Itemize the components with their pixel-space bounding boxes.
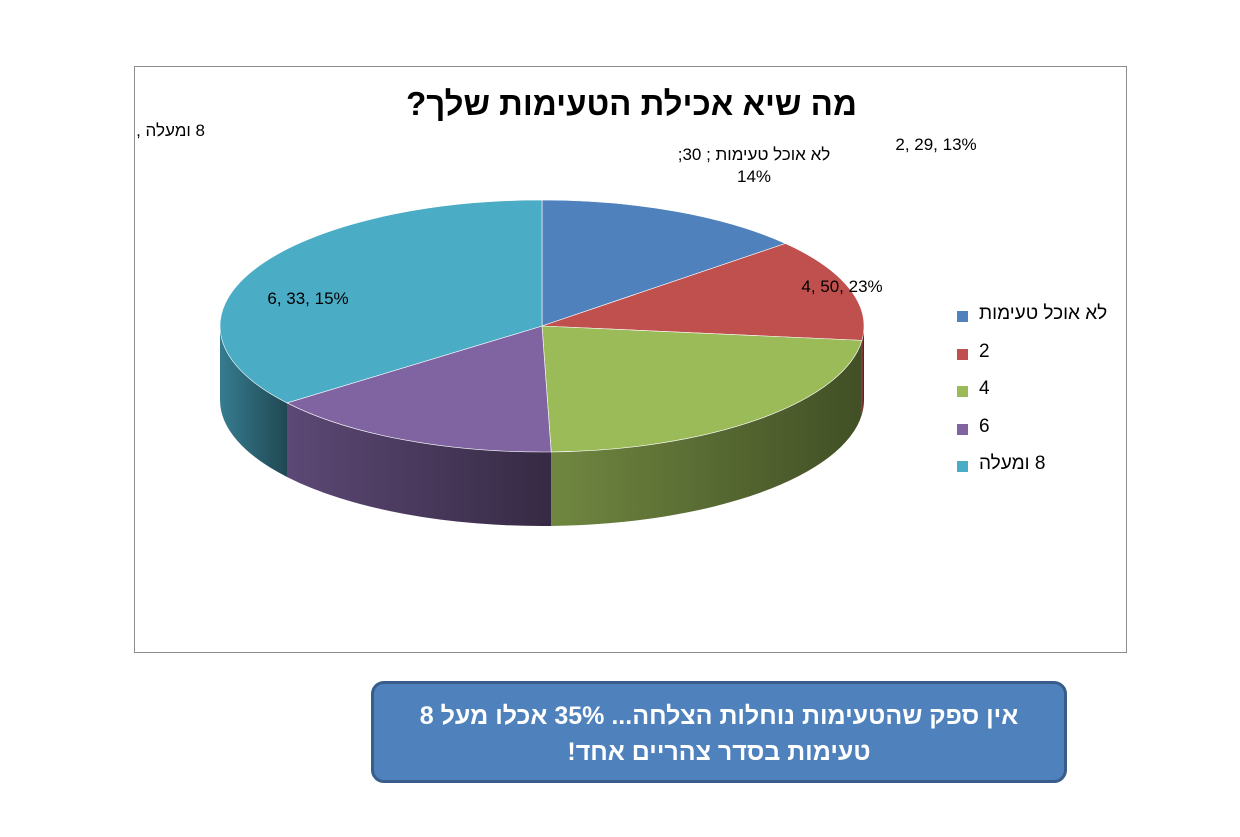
pie-side-1 — [861, 326, 864, 415]
data-label-0: לא אוכל טעימות ; 30; — [678, 145, 831, 164]
data-label-1: 2, 29, 13% — [895, 135, 976, 154]
data-label-2: 4, 50, 23% — [801, 277, 882, 296]
legend-swatch — [957, 461, 968, 472]
pie-side-2 — [551, 340, 862, 526]
legend-label: 6 — [979, 415, 990, 437]
data-label-3: 6, 33, 15% — [267, 289, 348, 308]
pie-side-3 — [287, 402, 552, 526]
pie-slice-1 — [541, 243, 865, 341]
chart-area: מה שיא אכילת הטעימות שלך? לא אוכל טעימות… — [134, 66, 1127, 653]
legend-swatch — [957, 386, 968, 397]
legend-label: 2 — [979, 340, 990, 362]
legend-swatch — [957, 423, 968, 435]
legend-label: 4 — [979, 378, 990, 399]
data-label-4: 8 ומעלה , 78, 35% — [135, 121, 205, 140]
callout-text: אין ספק שהטעימות נוחלות הצלחה... 35% אכל… — [419, 702, 1019, 766]
pie-side-4 — [220, 326, 288, 477]
chart-title: מה שיא אכילת הטעימות שלך? — [406, 85, 857, 122]
pie-slice-0 — [541, 199, 787, 327]
pie-slice-2 — [541, 325, 863, 453]
legend-label: לא אוכל טעימות — [979, 303, 1108, 324]
legend-label: 8 ומעלה — [979, 453, 1046, 474]
pie-slice-3 — [286, 325, 552, 453]
pie-slice-4 — [219, 199, 543, 404]
legend-swatch — [957, 311, 968, 322]
callout-box: אין ספק שהטעימות נוחלות הצלחה... 35% אכל… — [371, 681, 1067, 783]
data-label-0-line2: 14% — [737, 167, 771, 186]
pie-chart: לא אוכל טעימות ; 30; 14% 2, 29, 13% 4, 50, … — [135, 121, 977, 526]
legend-swatch — [957, 348, 968, 360]
